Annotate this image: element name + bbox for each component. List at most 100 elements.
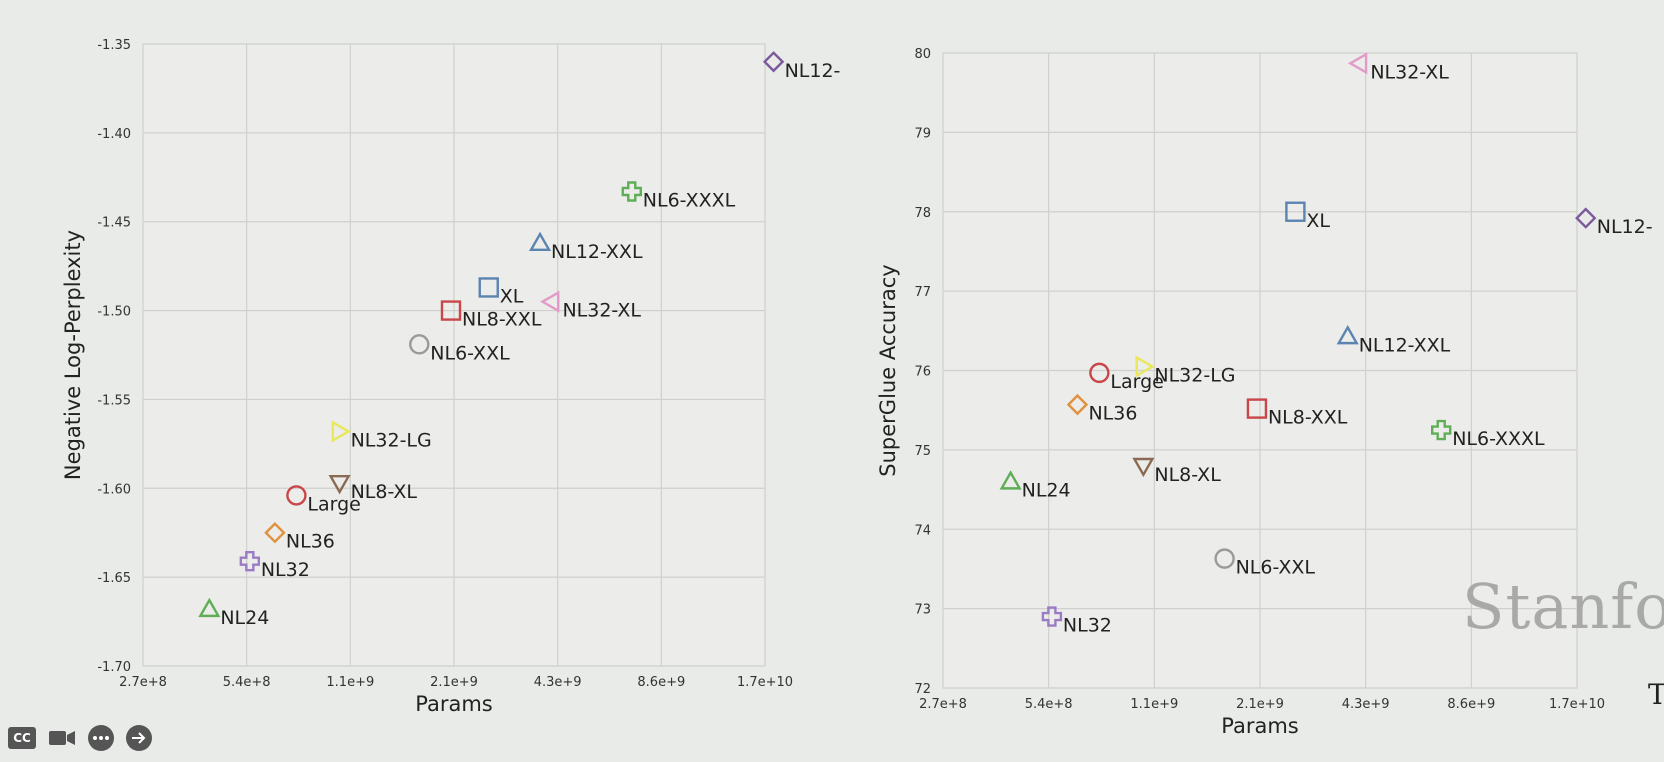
y-tick-label: -1.65: [97, 571, 131, 586]
y-tick-label: 78: [914, 206, 931, 221]
x-tick-label: 1.7e+10: [1549, 697, 1605, 712]
data-point: [331, 420, 352, 443]
point-label: XL: [500, 285, 524, 307]
data-point: [1431, 419, 1452, 441]
data-point: [1285, 201, 1306, 222]
point-label: NL36: [286, 531, 335, 553]
data-point: [1246, 398, 1268, 419]
y-tick-label: 75: [914, 444, 931, 459]
y-tick-label: -1.60: [97, 482, 131, 497]
camera-icon: [49, 731, 75, 745]
point-label: NL6-XXXL: [643, 190, 736, 212]
data-point: [621, 181, 642, 202]
point-label: NL6-XXL: [430, 342, 510, 364]
point-label: Large: [307, 493, 360, 515]
point-label: NL32-LG: [351, 429, 432, 451]
y-tick-label: 76: [914, 365, 931, 380]
y-tick-label: 77: [914, 285, 931, 300]
stanford-watermark: Stanfo: [1462, 570, 1664, 643]
cc-icon: CC: [13, 731, 31, 745]
more-icon: [93, 736, 109, 740]
data-point: [1066, 393, 1089, 416]
x-axis-title: Params: [1221, 714, 1299, 738]
perplexity-chart: 2.7e+8 5.4e+8 1.1e+9 2.1e+9 4.3e+9 8.6e+9 1.7e…: [61, 38, 840, 716]
point-label: NL36: [1088, 403, 1137, 425]
captions-button[interactable]: CC: [8, 727, 36, 749]
point-label: NL32: [1063, 615, 1112, 637]
y-tick-label: 80: [914, 47, 931, 62]
data-point: [1214, 548, 1235, 569]
point-label: NL32-XL: [562, 300, 641, 322]
y-tick-label: -1.70: [97, 660, 131, 675]
y-tick-label: -1.55: [97, 393, 131, 408]
camera-button[interactable]: [48, 727, 76, 749]
point-label: NL8-XXL: [462, 309, 542, 331]
arrow-right-icon: [132, 732, 146, 744]
y-tick-label: -1.45: [97, 216, 131, 231]
data-point: [528, 231, 552, 251]
data-point: [409, 334, 430, 355]
data-point: [440, 300, 462, 321]
data-point: [1132, 457, 1155, 478]
x-tick-label: 2.1e+9: [1236, 697, 1284, 712]
x-tick-label: 5.4e+8: [223, 675, 271, 690]
superglue-chart: 2.7e+8 5.4e+8 1.1e+9 2.1e+9 4.3e+9 8.6e+9 1.7e…: [876, 47, 1653, 738]
point-label: NL24: [1022, 480, 1071, 502]
data-point: [540, 290, 560, 313]
point-label: XL: [1306, 210, 1330, 232]
x-axis-title: Params: [415, 692, 493, 716]
point-label: NL8-XXL: [1268, 407, 1348, 429]
x-tick-label: 2.1e+9: [430, 675, 478, 690]
data-point: [198, 597, 221, 618]
point-label: NL8-XL: [351, 481, 418, 503]
point-label: NL6-XXXL: [1452, 428, 1545, 450]
point-label: NL6-XXL: [1236, 557, 1316, 579]
point-label: Large: [1110, 371, 1163, 393]
y-tick-label: -1.50: [97, 305, 131, 320]
data-point: [239, 550, 261, 572]
x-tick-label: 1.1e+9: [1130, 697, 1178, 712]
point-label: NL12-: [785, 60, 841, 82]
data-point: [328, 475, 351, 495]
x-tick-label: 5.4e+8: [1025, 697, 1073, 712]
data-point: [1089, 362, 1110, 384]
point-label: NL12-: [1597, 216, 1653, 238]
x-tick-label: 8.6e+9: [1447, 697, 1495, 712]
more-options-button[interactable]: [88, 725, 114, 751]
y-axis-title: Negative Log-Perplexity: [61, 230, 85, 480]
data-point: [1336, 324, 1359, 345]
data-point: [762, 51, 785, 73]
video-controls: CC: [8, 725, 152, 751]
x-tick-label: 1.1e+9: [326, 675, 374, 690]
point-label: NL12-XXL: [1359, 334, 1451, 356]
data-point: [1135, 355, 1155, 378]
data-point: [1041, 606, 1063, 627]
point-label: NL32: [261, 559, 310, 581]
y-tick-label: -1.35: [97, 38, 131, 53]
x-tick-label: 4.3e+9: [1342, 697, 1390, 712]
x-tick-label: 8.6e+9: [637, 675, 685, 690]
data-point: [1347, 52, 1368, 75]
data-point: [478, 277, 499, 298]
point-label: NL8-XL: [1154, 464, 1221, 486]
x-tick-label: 2.7e+8: [919, 697, 967, 712]
data-point: [999, 470, 1022, 490]
x-tick-label: 4.3e+9: [534, 675, 582, 690]
x-tick-label: 2.7e+8: [119, 675, 167, 690]
y-axis-title: SuperGlue Accuracy: [876, 264, 900, 476]
data-point: [264, 522, 286, 544]
data-point: [1575, 207, 1597, 229]
next-button[interactable]: [126, 725, 152, 751]
cropped-text-fragment: T: [1648, 678, 1664, 711]
point-label: NL32-XL: [1370, 61, 1449, 83]
point-label: NL12-XXL: [551, 241, 643, 263]
point-label: NL32-LG: [1154, 365, 1235, 387]
y-tick-label: 79: [914, 126, 931, 141]
x-tick-label: 1.7e+10: [737, 675, 793, 690]
y-tick-label: 74: [914, 523, 931, 538]
data-point: [286, 485, 307, 506]
y-tick-label: -1.40: [97, 127, 131, 142]
point-label: NL24: [220, 607, 269, 629]
y-tick-label: 72: [914, 682, 931, 697]
